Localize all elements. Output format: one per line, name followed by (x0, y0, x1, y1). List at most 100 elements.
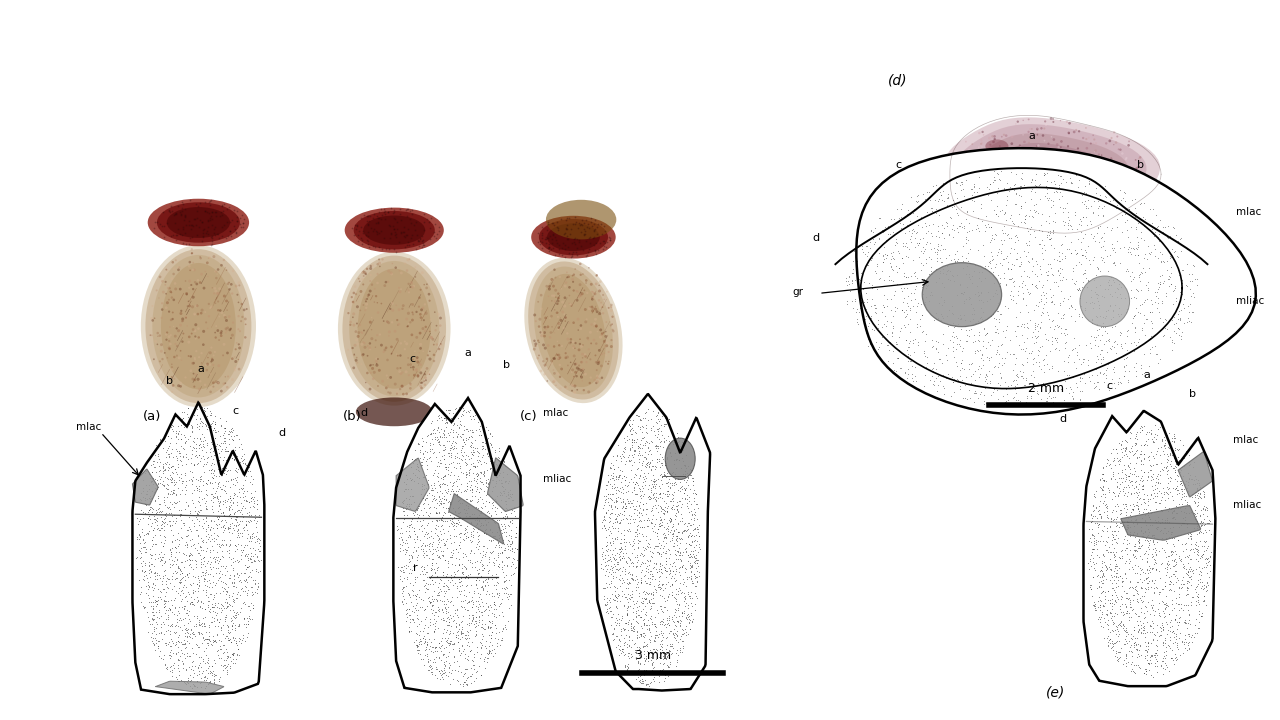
Point (1134, 624, 1155, 636)
Point (657, 531, 677, 543)
Point (471, 482, 492, 494)
Point (547, 307, 567, 318)
Point (250, 545, 270, 557)
Point (224, 596, 244, 608)
Point (858, 246, 878, 258)
Point (669, 435, 690, 446)
Point (914, 246, 934, 257)
Point (449, 493, 470, 505)
Point (227, 531, 247, 543)
Point (1170, 287, 1190, 298)
Point (401, 516, 421, 527)
Point (362, 359, 383, 371)
Point (493, 567, 513, 578)
Point (904, 204, 924, 215)
Point (169, 576, 189, 588)
Point (632, 675, 653, 686)
Point (426, 523, 447, 535)
Point (460, 410, 480, 421)
Point (434, 485, 454, 496)
Point (145, 312, 165, 324)
Point (669, 515, 690, 526)
Point (147, 519, 168, 531)
Point (467, 446, 488, 458)
Point (1130, 162, 1151, 174)
Point (928, 238, 948, 249)
Point (612, 565, 632, 577)
Point (689, 531, 709, 542)
Point (541, 274, 562, 285)
Point (987, 305, 1007, 317)
Point (1043, 298, 1064, 310)
Point (605, 472, 626, 483)
Point (943, 148, 964, 159)
Point (641, 570, 662, 582)
Point (1025, 175, 1046, 186)
Point (675, 590, 695, 601)
Point (133, 474, 154, 486)
Point (474, 605, 494, 616)
Point (639, 490, 659, 502)
Point (407, 609, 428, 621)
Point (873, 249, 893, 261)
Point (909, 237, 929, 248)
Point (977, 181, 997, 193)
Point (406, 224, 426, 235)
Point (620, 513, 640, 525)
Point (919, 295, 940, 307)
Point (462, 483, 483, 495)
Point (1164, 462, 1184, 473)
Point (648, 607, 668, 618)
Point (1098, 283, 1119, 294)
Point (1152, 433, 1172, 445)
Point (594, 582, 614, 593)
Point (338, 307, 358, 319)
Point (915, 298, 936, 310)
Point (864, 325, 884, 336)
Point (1143, 451, 1164, 462)
Point (207, 644, 228, 655)
Point (474, 498, 494, 509)
Point (1188, 546, 1208, 558)
Point (170, 650, 191, 662)
Point (558, 242, 579, 253)
Point (635, 586, 655, 598)
Point (1155, 562, 1175, 573)
Point (678, 613, 699, 625)
Point (987, 250, 1007, 261)
Point (390, 527, 411, 539)
Point (933, 186, 954, 197)
Point (451, 580, 471, 592)
Point (1128, 503, 1148, 515)
Point (202, 492, 223, 504)
Point (1115, 638, 1135, 649)
Point (983, 176, 1004, 187)
Point (202, 354, 223, 366)
Point (490, 487, 511, 499)
Point (1025, 332, 1046, 343)
Point (444, 519, 465, 531)
Point (914, 347, 934, 359)
Point (159, 573, 179, 585)
Point (922, 289, 942, 301)
Point (910, 320, 931, 332)
Point (664, 541, 685, 552)
Point (607, 516, 627, 527)
Point (627, 579, 648, 590)
Point (1162, 335, 1183, 346)
Point (198, 221, 219, 233)
Point (357, 341, 378, 352)
Point (216, 650, 237, 662)
Point (1076, 282, 1097, 293)
Point (1133, 567, 1153, 578)
Point (1100, 634, 1120, 645)
Point (393, 495, 413, 507)
Point (842, 267, 863, 279)
Point (680, 559, 700, 570)
Point (219, 518, 239, 530)
Point (376, 342, 397, 354)
Point (1164, 436, 1184, 448)
Point (548, 222, 568, 234)
Point (435, 461, 456, 472)
Point (637, 491, 658, 503)
